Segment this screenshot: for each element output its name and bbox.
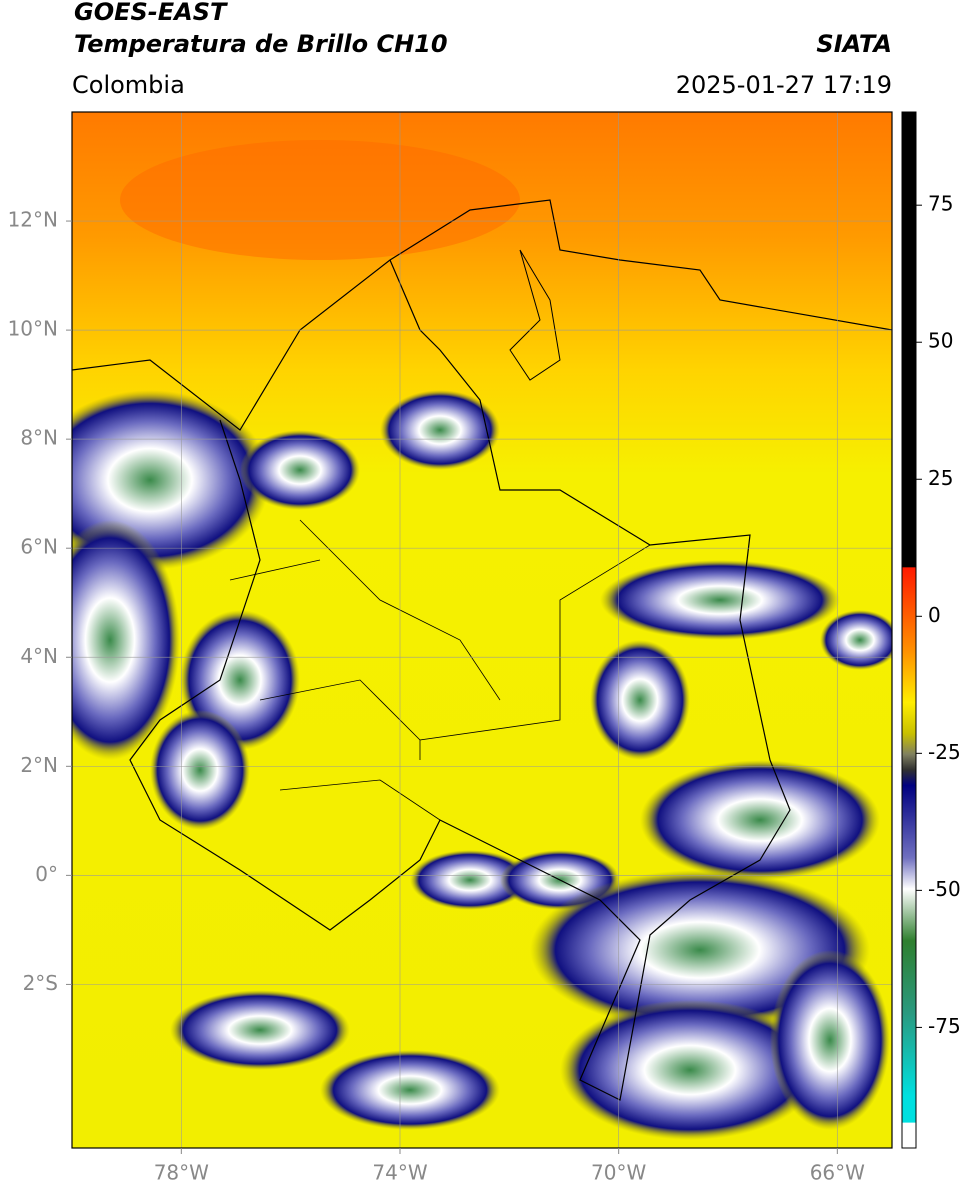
colorbar-tick-label: -75 [928,1014,961,1038]
colorbar [901,111,917,1149]
source: SIATA [816,30,892,58]
colorbar-tick-label: -50 [928,877,961,901]
title: GOES-EAST [74,0,228,26]
colorbar-tick-label: -25 [928,740,961,764]
map-image [72,112,892,1148]
y-tick-label: 6°N [20,535,58,559]
region: Colombia [72,71,185,99]
y-tick-label: 0° [35,862,58,886]
timestamp: 2025-01-27 17:19 [676,71,892,99]
y-tick-label: 4°N [20,644,58,668]
x-tick-label: 78°W [154,1161,209,1185]
y-tick-label: 10°N [8,317,58,341]
y-tick-label: 8°N [20,426,58,450]
colorbar-tick-label: 25 [928,466,953,490]
map-frame [71,111,893,1149]
x-tick-label: 66°W [810,1161,865,1185]
colorbar-tick-label: 0 [928,603,941,627]
x-tick-label: 74°W [372,1161,427,1185]
y-tick-label: 12°N [8,208,58,232]
grid [72,112,892,1148]
y-tick-label: 2°N [20,753,58,777]
colorbar-tick-label: 50 [928,329,953,353]
subtitle: Temperatura de Brillo CH10 [74,30,448,58]
colorbar-tick-label: 75 [928,192,953,216]
x-tick-label: 70°W [591,1161,646,1185]
y-tick-label: 2°S [23,971,58,995]
